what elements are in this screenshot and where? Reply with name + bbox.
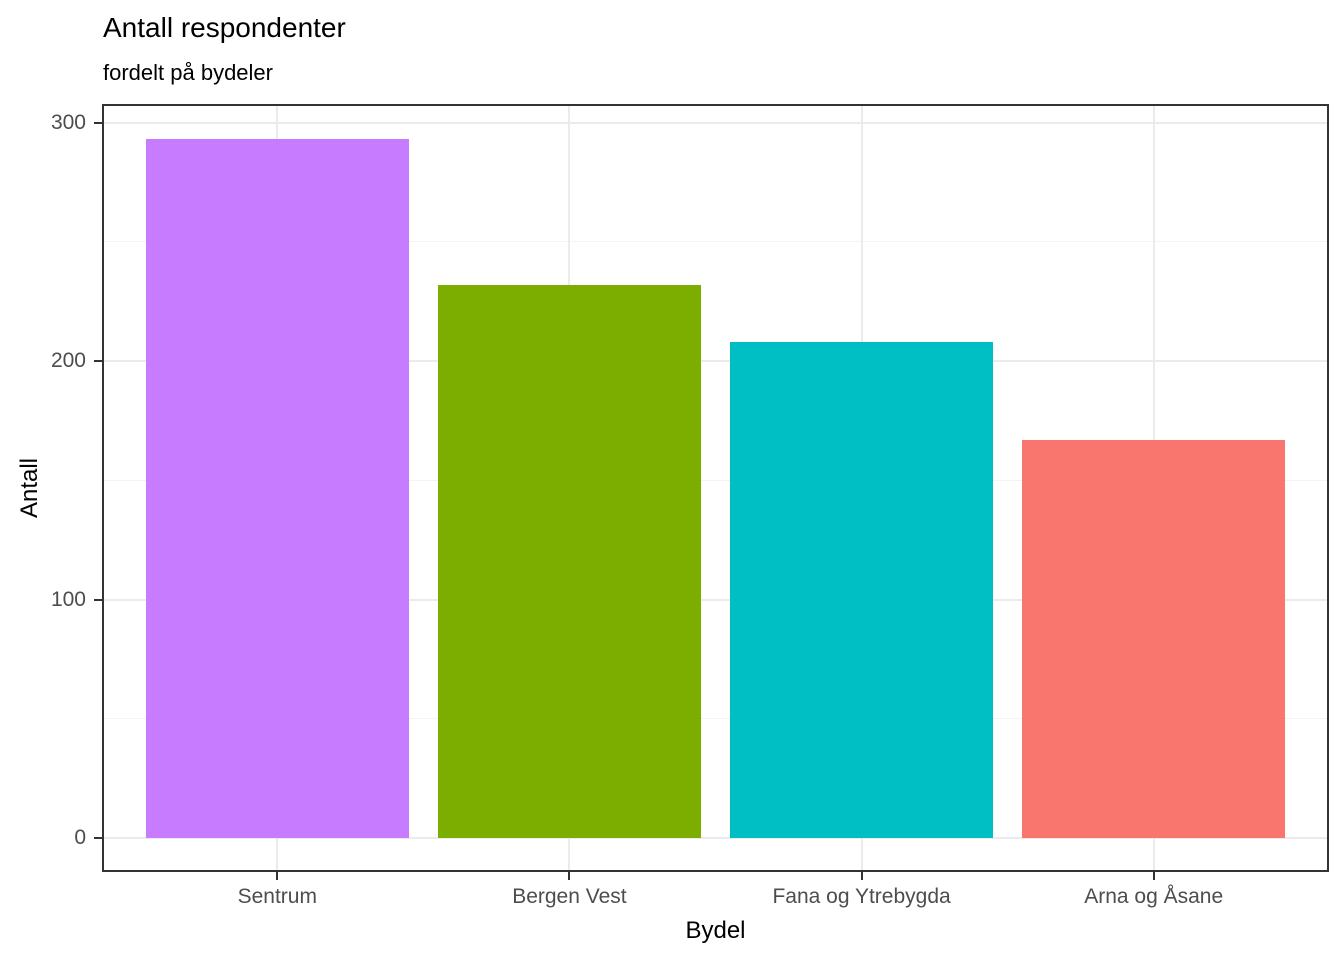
gridline-y-300	[102, 121, 1329, 124]
y-axis-title: Antall	[16, 457, 43, 519]
y-tick-label-0: 0	[74, 826, 86, 849]
gridline-y-200	[102, 360, 1329, 363]
gridline-y-minor-50	[102, 718, 1329, 720]
x-tick-label-sentrum: Sentrum	[237, 885, 317, 908]
bar-fana-og-ytrebygda	[730, 342, 994, 838]
y-tick-mark-100	[94, 598, 102, 601]
x-axis-title: Bydel	[685, 917, 746, 944]
x-tick-mark-sentrum	[276, 872, 279, 880]
x-tick-label-arna-og-asane: Arna og Åsane	[1084, 885, 1224, 908]
plot-panel: 0 100 200 300 Sentrum Bergen Vest Fana og Ytre…	[51, 104, 1329, 908]
chart-subtitle: fordelt på bydeler	[103, 60, 273, 85]
x-tick-mark-fana-og-ytrebygda	[860, 872, 863, 880]
y-tick-mark-300	[94, 121, 102, 124]
gridline-y-100	[102, 598, 1329, 601]
x-tick-mark-bergen-vest	[568, 872, 571, 880]
gridline-y-0	[102, 837, 1329, 839]
bar-arna-og-asane	[1022, 439, 1286, 838]
y-tick-mark-200	[94, 360, 102, 363]
gridline-y-minor-150	[102, 479, 1329, 481]
y-tick-label-200: 200	[50, 349, 86, 373]
chart-title: Antall respondenter	[103, 12, 346, 43]
bar-bergen-vest	[437, 284, 701, 838]
x-tick-label-bergen-vest: Bergen Vest	[512, 885, 627, 908]
bar-sentrum	[145, 139, 409, 838]
x-tick-label-fana-og-ytrebygda: Fana og Ytrebygda	[772, 885, 951, 908]
y-tick-label-300: 300	[50, 110, 86, 134]
y-tick-label-100: 100	[50, 587, 86, 611]
x-tick-mark-arna-og-asane	[1152, 872, 1155, 880]
y-tick-mark-0	[94, 837, 102, 839]
gridline-y-minor-250	[102, 241, 1329, 243]
